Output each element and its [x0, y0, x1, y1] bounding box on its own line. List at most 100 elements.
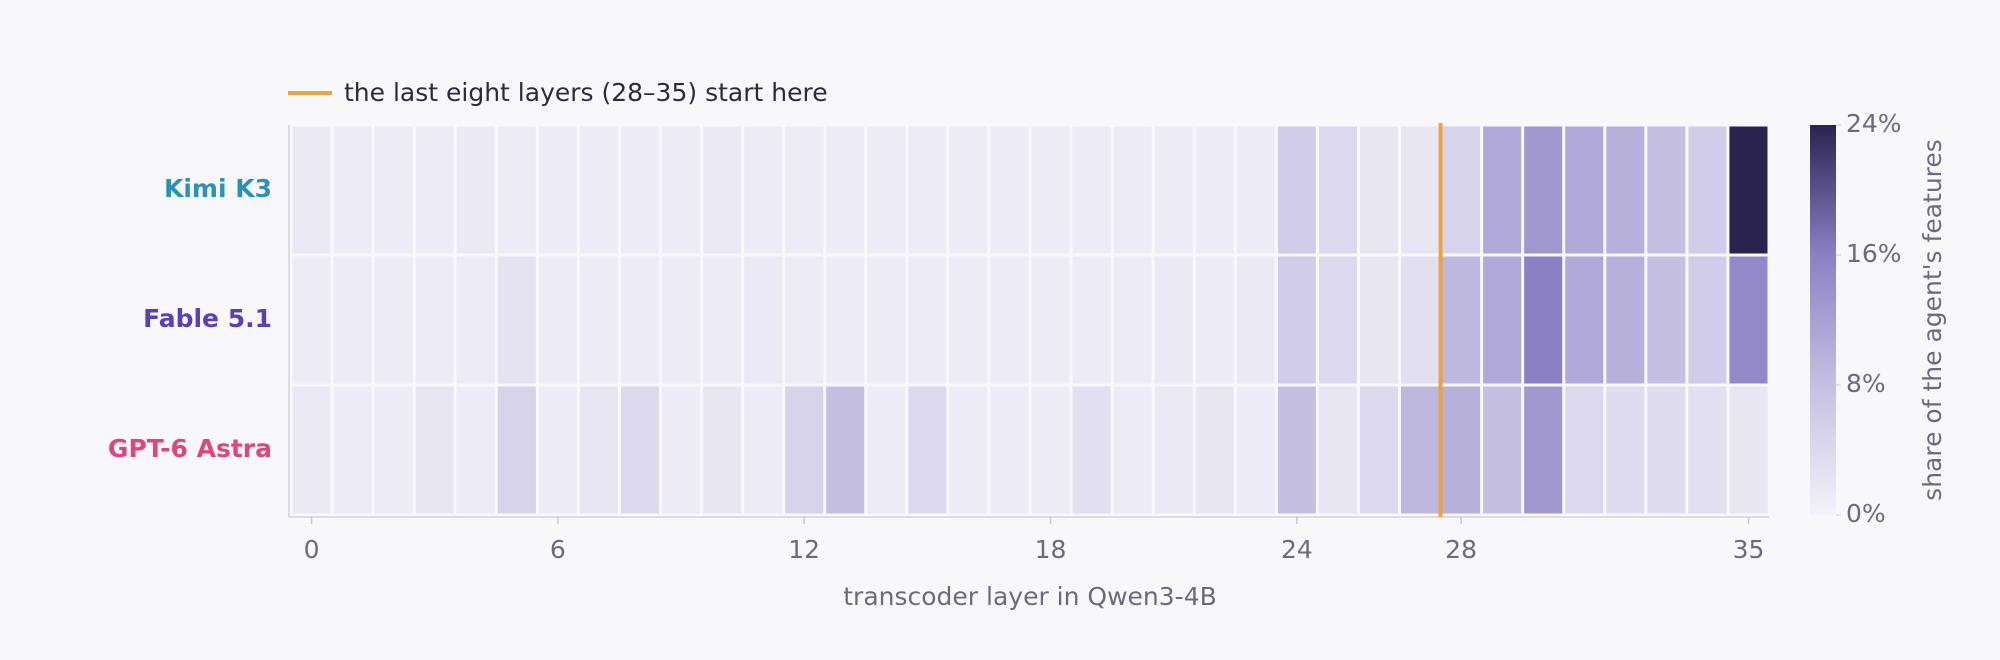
heatmap-cell: [949, 256, 988, 384]
row-label: Kimi K3: [164, 174, 272, 203]
heatmap-cell: [867, 256, 906, 384]
heatmap-cell: [333, 386, 372, 514]
heatmap-cell: [908, 126, 947, 254]
heatmap-cell: [1154, 126, 1193, 254]
row-label: Fable 5.1: [143, 304, 272, 333]
heatmap-cell: [415, 386, 454, 514]
heatmap-cell: [538, 126, 577, 254]
heatmap-cell: [1647, 256, 1686, 384]
heatmap-cell: [1072, 386, 1111, 514]
heatmap-cell: [1236, 256, 1275, 384]
heatmap-cell: [949, 386, 988, 514]
heatmap-cell: [1647, 386, 1686, 514]
heatmap-cell: [1483, 126, 1522, 254]
heatmap-cell: [826, 126, 865, 254]
colorbar-tick-label: 0%: [1846, 499, 1886, 528]
heatmap-cell: [1647, 126, 1686, 254]
heatmap-cell: [1483, 256, 1522, 384]
heatmap-cell: [538, 256, 577, 384]
heatmap-cell: [1442, 256, 1481, 384]
colorbar-tick-label: 24%: [1846, 109, 1902, 138]
heatmap-cell: [374, 126, 413, 254]
heatmap-cell: [538, 386, 577, 514]
heatmap-cell: [744, 256, 783, 384]
heatmap-cell: [1565, 256, 1604, 384]
heatmap-cell: [1442, 386, 1481, 514]
heatmap-cell: [579, 256, 618, 384]
heatmap-cell: [333, 256, 372, 384]
heatmap-cell: [785, 386, 824, 514]
heatmap-cell: [415, 256, 454, 384]
heatmap-cell: [456, 126, 495, 254]
heatmap-cell: [579, 126, 618, 254]
x-tick-label: 18: [1035, 535, 1067, 564]
heatmap-cell: [867, 126, 906, 254]
x-tick-label: 35: [1733, 535, 1765, 564]
heatmap-cell: [744, 126, 783, 254]
heatmap-cell: [744, 386, 783, 514]
heatmap-cell: [1524, 256, 1563, 384]
heatmap-cell: [374, 256, 413, 384]
x-tick-label: 28: [1445, 535, 1477, 564]
heatmap-cell: [1359, 386, 1398, 514]
heatmap-cell: [1524, 126, 1563, 254]
heatmap-cell: [662, 386, 701, 514]
heatmap-cell: [333, 126, 372, 254]
heatmap-cell: [908, 386, 947, 514]
heatmap-cell: [826, 256, 865, 384]
heatmap-cell: [1277, 256, 1316, 384]
heatmap-cell: [1483, 386, 1522, 514]
heatmap-cell: [1031, 126, 1070, 254]
heatmap-cell: [1277, 386, 1316, 514]
heatmap-cell: [374, 386, 413, 514]
heatmap-cell: [1688, 126, 1727, 254]
heatmap-cell: [1565, 126, 1604, 254]
x-axis-title: transcoder layer in Qwen3-4B: [843, 582, 1217, 611]
heatmap-cell: [1113, 386, 1152, 514]
heatmap-cell: [1688, 256, 1727, 384]
heatmap-cell: [785, 256, 824, 384]
colorbar-tick-label: 16%: [1846, 239, 1902, 268]
heatmap-cell: [908, 256, 947, 384]
heatmap-cell: [1031, 256, 1070, 384]
heatmap-cell: [1236, 386, 1275, 514]
heatmap-cell: [1401, 126, 1440, 254]
heatmap-cell: [292, 126, 331, 254]
heatmap-cell: [1729, 256, 1768, 384]
heatmap-cell: [1565, 386, 1604, 514]
heatmap-cell: [497, 126, 536, 254]
heatmap-cell: [456, 386, 495, 514]
heatmap-cell: [1113, 256, 1152, 384]
heatmap-cell: [990, 386, 1029, 514]
heatmap-cell: [1729, 126, 1768, 254]
row-label: GPT-6 Astra: [108, 434, 272, 463]
heatmap-cell: [497, 256, 536, 384]
heatmap-cell: [1359, 126, 1398, 254]
heatmap-cell: [620, 386, 659, 514]
heatmap-cell: [1606, 126, 1645, 254]
colorbar-title: share of the agent's features: [1918, 139, 1947, 501]
colorbar: [1810, 125, 1836, 515]
x-tick-label: 0: [304, 535, 320, 564]
heatmap-cell: [1031, 386, 1070, 514]
heatmap-cell: [662, 256, 701, 384]
heatmap-cell: [1442, 126, 1481, 254]
heatmap-cell: [1072, 256, 1111, 384]
heatmap-cell: [456, 256, 495, 384]
x-tick-label: 12: [788, 535, 820, 564]
annotation-legend-text: the last eight layers (28–35) start here: [344, 78, 828, 107]
heatmap-cell: [497, 386, 536, 514]
heatmap-cell: [785, 126, 824, 254]
heatmap-cell: [1072, 126, 1111, 254]
heatmap-cell: [1359, 256, 1398, 384]
heatmap-cell: [1195, 256, 1234, 384]
heatmap-cell: [990, 256, 1029, 384]
heatmap-cell: [579, 386, 618, 514]
heatmap-cell: [1729, 386, 1768, 514]
heatmap-cell: [292, 256, 331, 384]
heatmap-cell: [703, 386, 742, 514]
heatmap-cell: [703, 126, 742, 254]
heatmap-cell: [1277, 126, 1316, 254]
heatmap-cell: [1154, 386, 1193, 514]
heatmap-cell: [292, 386, 331, 514]
